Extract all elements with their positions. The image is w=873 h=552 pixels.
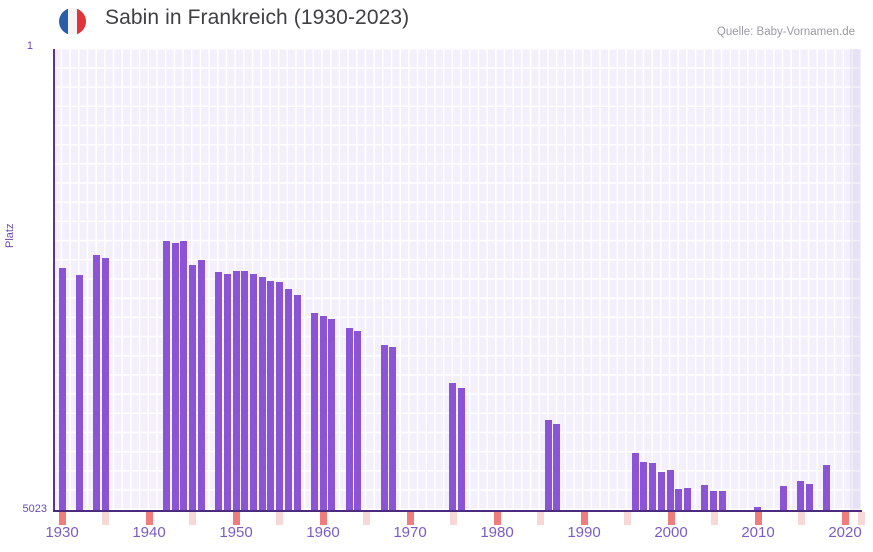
x-tick-2000 xyxy=(667,512,675,525)
bar-1989[interactable] xyxy=(544,420,552,511)
bar-2003[interactable] xyxy=(666,470,674,511)
x-axis-labels: 1930 1940 1950 1960 1970 1980 1990 2000 2010 2020 xyxy=(0,524,873,550)
bar-1930[interactable] xyxy=(58,268,66,511)
bar-2021[interactable] xyxy=(823,465,831,511)
bar-1954[interactable] xyxy=(267,281,275,511)
x-tick-minor-105 xyxy=(101,512,109,525)
x-tick-1950 xyxy=(232,512,240,525)
bar-1948[interactable] xyxy=(215,272,223,511)
bar-2002[interactable] xyxy=(657,472,665,511)
bar-2008[interactable] xyxy=(710,491,717,511)
chart-source: Quelle: Baby-Vornamen.de xyxy=(716,26,855,38)
x-axis-tick-marks xyxy=(53,512,865,525)
x-axis-label-1950: 1950 xyxy=(219,524,253,541)
chart-header: Sabin in Frankreich (1930-2023) Quelle: … xyxy=(0,0,873,42)
bar-series xyxy=(53,49,861,511)
y-axis-top-label: 1 xyxy=(26,40,33,52)
bar-1963[interactable] xyxy=(345,328,353,511)
x-axis-label-1960: 1960 xyxy=(306,524,340,541)
bar-1943[interactable] xyxy=(171,243,179,511)
bar-1956[interactable] xyxy=(284,289,292,511)
bar-2016[interactable] xyxy=(779,486,787,511)
bar-1967[interactable] xyxy=(380,345,388,511)
x-tick-minor-801 xyxy=(797,512,805,525)
x-tick-minor-366 xyxy=(362,512,370,525)
bar-1955[interactable] xyxy=(276,282,284,511)
x-axis-label-1970: 1970 xyxy=(393,524,427,541)
bar-2013[interactable] xyxy=(753,507,761,511)
bar-1960[interactable] xyxy=(319,316,327,511)
x-axis-label-1980: 1980 xyxy=(480,524,514,541)
bar-2001[interactable] xyxy=(649,463,657,511)
x-axis-label-1930: 1930 xyxy=(45,524,79,541)
france-flag-icon xyxy=(59,8,86,35)
bar-1934[interactable] xyxy=(93,255,101,511)
bar-1935[interactable] xyxy=(102,258,110,511)
bar-1932[interactable] xyxy=(76,275,83,511)
y-axis-bottom-label: 5023 xyxy=(22,503,47,515)
x-axis-label-2020: 2020 xyxy=(828,524,862,541)
bar-1957[interactable] xyxy=(293,295,301,511)
x-tick-minor-861 xyxy=(857,512,865,525)
bar-1950[interactable] xyxy=(232,271,240,511)
x-tick-1940 xyxy=(145,512,153,525)
x-axis-label-2000: 2000 xyxy=(654,524,688,541)
bar-2005[interactable] xyxy=(683,488,691,511)
bar-1978[interactable] xyxy=(449,383,456,511)
bar-2019[interactable] xyxy=(805,484,813,511)
shaded-incomplete-region xyxy=(849,49,861,511)
x-tick-2010 xyxy=(754,512,762,525)
x-tick-1980 xyxy=(493,512,501,525)
bar-1964[interactable] xyxy=(354,331,362,511)
bar-1951[interactable] xyxy=(241,271,249,511)
bar-1945[interactable] xyxy=(189,265,197,511)
bar-1942[interactable] xyxy=(163,241,170,511)
y-axis-line xyxy=(53,49,55,511)
grid-lines xyxy=(53,49,861,511)
bar-1979[interactable] xyxy=(457,388,465,511)
x-tick-2020 xyxy=(841,512,849,525)
chart-title: Sabin in Frankreich (1930-2023) xyxy=(105,6,410,29)
flag-white-band xyxy=(68,8,77,35)
x-tick-minor-453 xyxy=(449,512,457,525)
flag-blue-band xyxy=(59,8,68,35)
x-axis-label-1990: 1990 xyxy=(567,524,601,541)
x-tick-1970 xyxy=(406,512,414,525)
x-tick-1990 xyxy=(580,512,588,525)
bar-2007[interactable] xyxy=(701,485,709,511)
x-tick-1930 xyxy=(58,512,66,525)
bar-2009[interactable] xyxy=(718,491,726,511)
bar-1946[interactable] xyxy=(197,260,205,511)
bar-1990[interactable] xyxy=(553,424,561,511)
y-axis-title: Platz xyxy=(4,223,16,248)
plot-area xyxy=(53,49,861,511)
bar-2018[interactable] xyxy=(797,481,804,511)
bar-2000[interactable] xyxy=(640,462,648,511)
x-axis-line xyxy=(53,510,862,512)
x-tick-minor-192 xyxy=(188,512,196,525)
bar-1999[interactable] xyxy=(631,453,639,511)
flag-red-band xyxy=(77,8,86,35)
x-tick-minor-714 xyxy=(710,512,718,525)
bar-1949[interactable] xyxy=(223,274,231,511)
x-tick-minor-540 xyxy=(536,512,544,525)
x-tick-1960 xyxy=(319,512,327,525)
x-axis-label-1940: 1940 xyxy=(132,524,166,541)
bar-1968[interactable] xyxy=(389,347,397,511)
bar-1961[interactable] xyxy=(328,319,336,511)
bar-1953[interactable] xyxy=(258,277,266,511)
x-axis-label-2010: 2010 xyxy=(741,524,775,541)
bar-1944[interactable] xyxy=(180,241,188,511)
bar-1952[interactable] xyxy=(250,274,257,511)
bar-1959[interactable] xyxy=(310,313,318,511)
bar-2004[interactable] xyxy=(675,489,683,511)
x-tick-minor-627 xyxy=(623,512,631,525)
x-tick-minor-279 xyxy=(275,512,283,525)
